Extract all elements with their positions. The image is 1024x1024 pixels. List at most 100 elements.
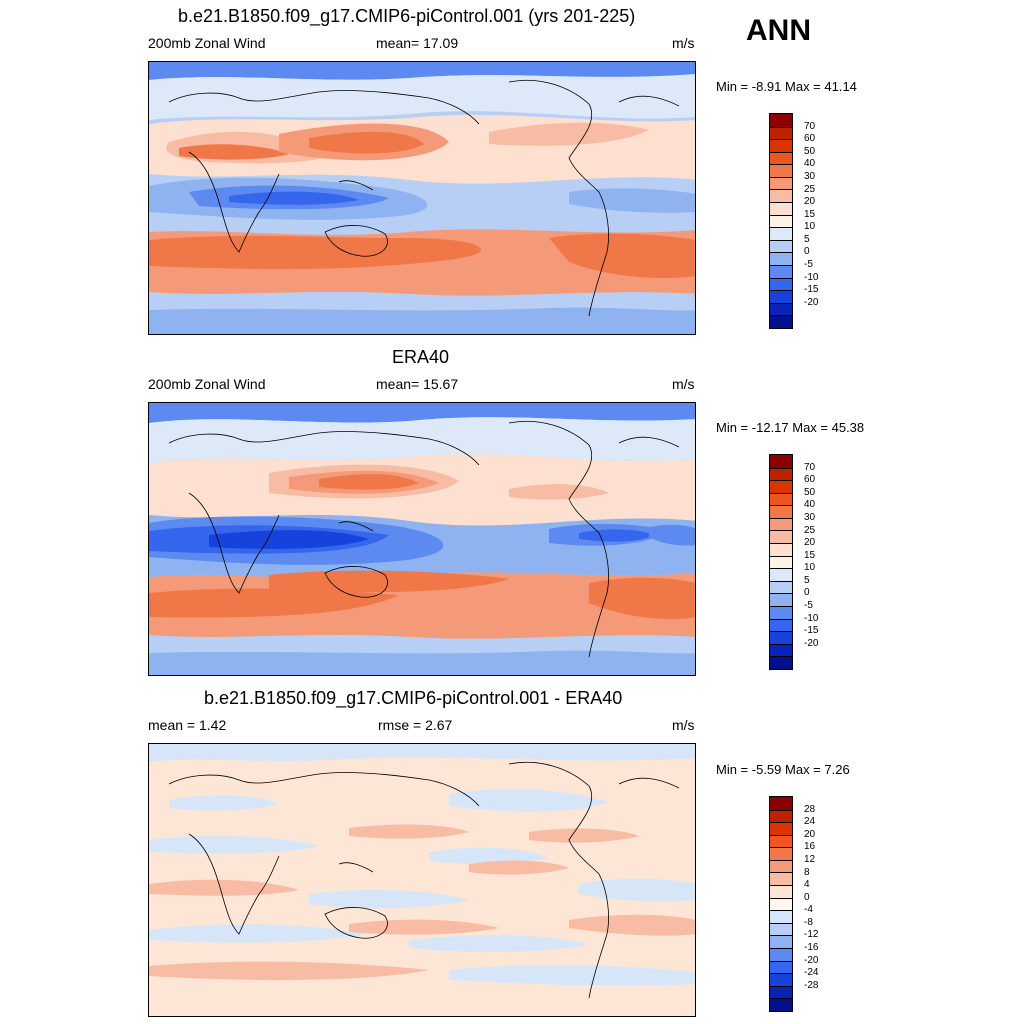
colorbar-swatch xyxy=(770,277,792,291)
colorbar-swatch xyxy=(770,618,792,632)
panel-3-rmse-label: rmse = 2.67 xyxy=(378,717,453,733)
colorbar-swatch xyxy=(770,960,792,974)
colorbar-tick-label: 50 xyxy=(804,145,816,157)
colorbar-tick-label: 40 xyxy=(804,499,816,511)
colorbar-tick-label: 0 xyxy=(804,246,810,258)
colorbar-swatch xyxy=(770,290,792,303)
colorbar-swatch xyxy=(770,935,792,948)
colorbar-tick-label: 30 xyxy=(804,170,816,182)
panel-3-units-label: m/s xyxy=(672,717,695,733)
colorbar-swatch xyxy=(770,126,792,140)
colorbar-swatch xyxy=(770,568,792,581)
colorbar-swatch xyxy=(770,947,792,961)
colorbar-swatch xyxy=(770,455,792,468)
colorbar-tick-label: 20 xyxy=(804,196,816,208)
season-label: ANN xyxy=(746,14,811,47)
colorbar-swatch xyxy=(770,176,792,190)
colorbar-tick-label: -10 xyxy=(804,271,819,283)
colorbar-swatch xyxy=(770,492,792,506)
colorbar-swatch xyxy=(770,189,792,203)
colorbar-tick-label: 15 xyxy=(804,208,816,220)
colorbar-tick-label: -4 xyxy=(804,904,813,916)
colorbar-swatch xyxy=(770,809,792,823)
panel-2-title: ERA40 xyxy=(392,347,450,367)
colorbar-tick-label: 15 xyxy=(804,549,816,561)
colorbar-tick-label: 60 xyxy=(804,133,816,145)
colorbar-tick-label: 40 xyxy=(804,158,816,170)
colorbar-swatch xyxy=(770,631,792,644)
colorbar-tick-label: -5 xyxy=(804,600,813,612)
colorbar-tick-label: 60 xyxy=(804,474,816,486)
colorbar-tick-label: -28 xyxy=(804,979,819,991)
colorbar-tick-label: -15 xyxy=(804,625,819,637)
colorbar-tick-label: 8 xyxy=(804,866,810,878)
colorbar-tick-label: -20 xyxy=(804,637,819,649)
colorbar-tick-label: 5 xyxy=(804,574,810,586)
colorbar-tick-label: 70 xyxy=(804,461,816,473)
colorbar-tick-label: -20 xyxy=(804,954,819,966)
colorbar-swatch xyxy=(770,202,792,215)
panel-1-mean-label: mean= 17.09 xyxy=(376,35,459,51)
colorbar-tick-label: -16 xyxy=(804,942,819,954)
colorbar-swatch xyxy=(770,139,792,152)
colorbar-tick-label: 4 xyxy=(804,879,810,891)
colorbar-swatch xyxy=(770,656,792,669)
colorbar-swatch xyxy=(770,517,792,531)
colorbar-tick-label: 70 xyxy=(804,120,816,132)
colorbar-swatch xyxy=(770,593,792,606)
colorbar-swatch xyxy=(770,847,792,860)
panel-3-map xyxy=(148,743,696,1017)
colorbar-tick-label: 30 xyxy=(804,511,816,523)
panel-1-map xyxy=(148,61,696,335)
panel-2-min-max: Min = -12.17 Max = 45.38 xyxy=(716,420,865,435)
colorbar-swatch xyxy=(770,543,792,556)
colorbar-tick-label: -20 xyxy=(804,296,819,308)
panel-1-units-label: m/s xyxy=(672,35,695,51)
colorbar-swatch xyxy=(770,985,792,999)
colorbar-swatch xyxy=(770,797,792,810)
colorbar-swatch xyxy=(770,239,792,253)
panel-1-variable-label: 200mb Zonal Wind xyxy=(148,35,266,51)
colorbar-tick-label: 50 xyxy=(804,486,816,498)
colorbar-tick-label: 0 xyxy=(804,891,810,903)
colorbar-tick-label: -10 xyxy=(804,612,819,624)
colorbar-swatch xyxy=(770,834,792,848)
panel-2-colorbar xyxy=(769,454,793,670)
panel-1-colorbar xyxy=(769,113,793,329)
panel-3-contour-field xyxy=(149,744,695,1016)
colorbar-tick-label: -24 xyxy=(804,967,819,979)
panel-3-colorbar xyxy=(769,796,793,1012)
panel-2-contour-field xyxy=(149,403,695,675)
colorbar-tick-label: -12 xyxy=(804,929,819,941)
panel-2-units-label: m/s xyxy=(672,376,695,392)
colorbar-tick-label: 12 xyxy=(804,853,816,865)
colorbar-swatch xyxy=(770,214,792,228)
colorbar-tick-label: 5 xyxy=(804,233,810,245)
colorbar-swatch xyxy=(770,859,792,873)
colorbar-swatch xyxy=(770,164,792,177)
panel-1-min-max: Min = -8.91 Max = 41.14 xyxy=(716,79,857,94)
colorbar-swatch xyxy=(770,315,792,328)
colorbar-swatch xyxy=(770,252,792,265)
colorbar-tick-label: -15 xyxy=(804,284,819,296)
colorbar-swatch xyxy=(770,872,792,886)
colorbar-tick-label: 25 xyxy=(804,524,816,536)
panel-1-contour-field xyxy=(149,62,695,334)
panel-2-mean-label: mean= 15.67 xyxy=(376,376,459,392)
colorbar-swatch xyxy=(770,922,792,936)
colorbar-swatch xyxy=(770,151,792,165)
colorbar-swatch xyxy=(770,998,792,1011)
panel-3-mean-label: mean = 1.42 xyxy=(148,717,227,733)
colorbar-tick-label: 20 xyxy=(804,828,816,840)
colorbar-tick-label: -8 xyxy=(804,916,813,928)
panel-2-map xyxy=(148,402,696,676)
colorbar-swatch xyxy=(770,555,792,569)
colorbar-tick-label: 10 xyxy=(804,221,816,233)
colorbar-swatch xyxy=(770,480,792,493)
colorbar-swatch xyxy=(770,264,792,278)
colorbar-swatch xyxy=(770,114,792,127)
colorbar-tick-label: 0 xyxy=(804,587,810,599)
panel-3-title: b.e21.B1850.f09_g17.CMIP6-piControl.001 … xyxy=(204,688,623,708)
panel-2-variable-label: 200mb Zonal Wind xyxy=(148,376,266,392)
panel-1-title: b.e21.B1850.f09_g17.CMIP6-piControl.001 … xyxy=(178,6,636,26)
